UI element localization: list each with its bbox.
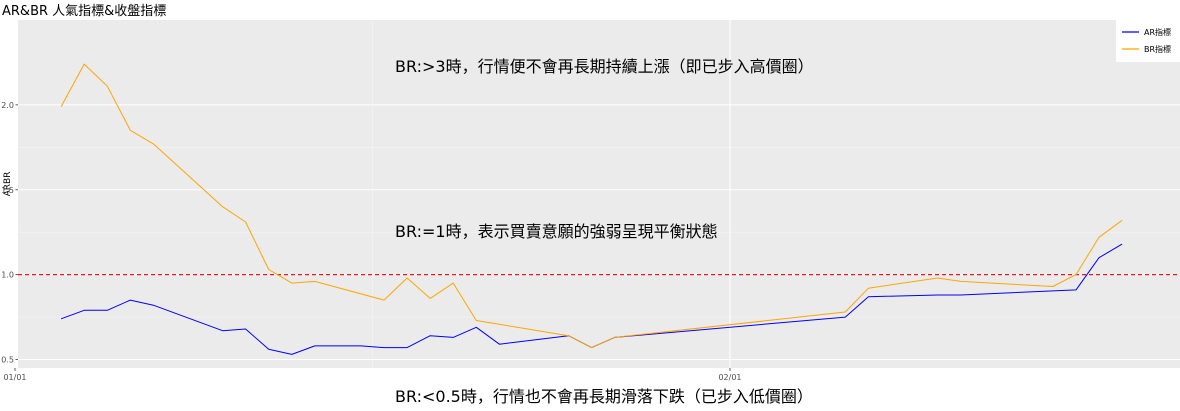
annotation-3: BR:<0.5時，行情也不會再長期滑落下跌（已步入低價圈） (395, 387, 813, 406)
legend: AR指標 BR指標 (1116, 20, 1180, 62)
annotation-1: BR:>3時，行情便不會再長期持續上漲（即已步入高價圈） (395, 57, 814, 76)
x-tick-label: 01/01 (3, 373, 26, 382)
legend-label: BR指標 (1144, 44, 1171, 54)
y-tick-label: 1.0 (1, 271, 14, 280)
y-axis-title: ARBR (3, 172, 13, 197)
y-tick-label: 2.0 (1, 101, 14, 110)
legend-box (1116, 20, 1180, 62)
annotation-2: BR:=1時，表示買賣意願的強弱呈現平衡狀態 (395, 222, 718, 241)
legend-label: AR指標 (1144, 27, 1171, 37)
x-tick-label: 02/01 (718, 373, 741, 382)
y-tick-label: 0.5 (1, 356, 14, 365)
